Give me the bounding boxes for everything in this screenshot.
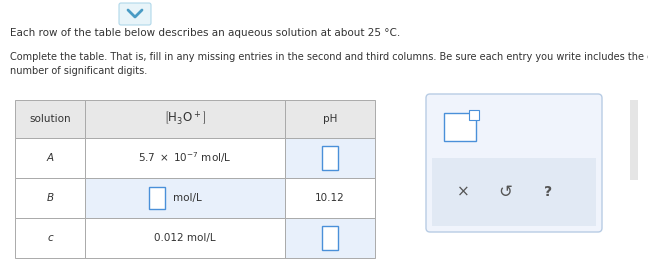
Bar [85, 178, 285, 218]
Text: ×: × [457, 185, 470, 200]
FancyBboxPatch shape [119, 3, 151, 25]
Text: ↺: ↺ [499, 183, 513, 201]
Text: 10.12: 10.12 [315, 193, 345, 203]
Text: $\left[\mathrm{H_3O^+}\right]$: $\left[\mathrm{H_3O^+}\right]$ [164, 110, 206, 127]
Text: Complete the table. That is, fill in any missing entries in the second and third: Complete the table. That is, fill in any… [10, 52, 648, 76]
Bar [85, 138, 285, 178]
Text: ?: ? [544, 185, 551, 199]
Text: 0.012 mol/L: 0.012 mol/L [154, 233, 216, 243]
Text: pH: pH [323, 114, 337, 124]
Bar [285, 100, 375, 138]
Bar [322, 146, 338, 170]
Text: B: B [47, 193, 54, 203]
Bar [444, 113, 476, 141]
Bar [15, 138, 85, 178]
FancyBboxPatch shape [426, 94, 602, 232]
Text: Each row of the table below describes an aqueous solution at about 25 °C.: Each row of the table below describes an… [10, 28, 400, 38]
Bar [285, 178, 375, 218]
Bar [285, 218, 375, 258]
Bar [85, 100, 285, 138]
Bar [85, 218, 285, 258]
Bar [15, 178, 85, 218]
Text: A: A [47, 153, 54, 163]
Bar [432, 158, 596, 226]
Text: c: c [47, 233, 53, 243]
Bar [469, 110, 479, 120]
Bar [15, 100, 85, 138]
Bar [285, 138, 375, 178]
Bar [149, 187, 165, 209]
Text: $5.7\ \times\ 10^{-7}\ \mathrm{mol/L}$: $5.7\ \times\ 10^{-7}\ \mathrm{mol/L}$ [138, 151, 232, 165]
Text: solution: solution [29, 114, 71, 124]
Bar [630, 100, 638, 180]
Text: mol/L: mol/L [173, 193, 202, 203]
Bar [15, 218, 85, 258]
Bar [322, 226, 338, 250]
